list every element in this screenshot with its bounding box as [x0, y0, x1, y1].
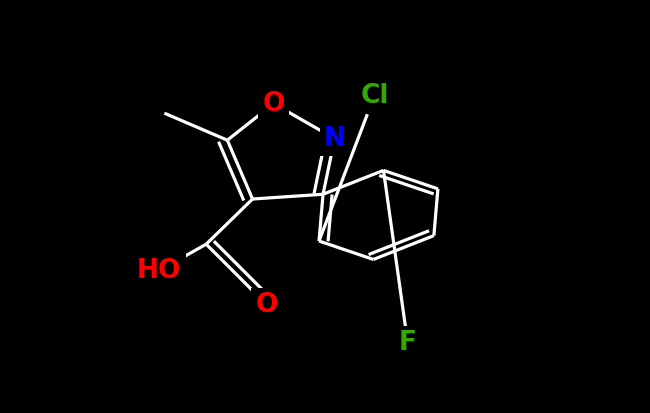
Text: O: O — [263, 90, 285, 116]
Text: F: F — [398, 330, 417, 356]
Text: N: N — [324, 126, 346, 152]
Text: O: O — [255, 292, 278, 318]
Text: HO: HO — [137, 258, 181, 284]
Text: Cl: Cl — [360, 83, 389, 109]
